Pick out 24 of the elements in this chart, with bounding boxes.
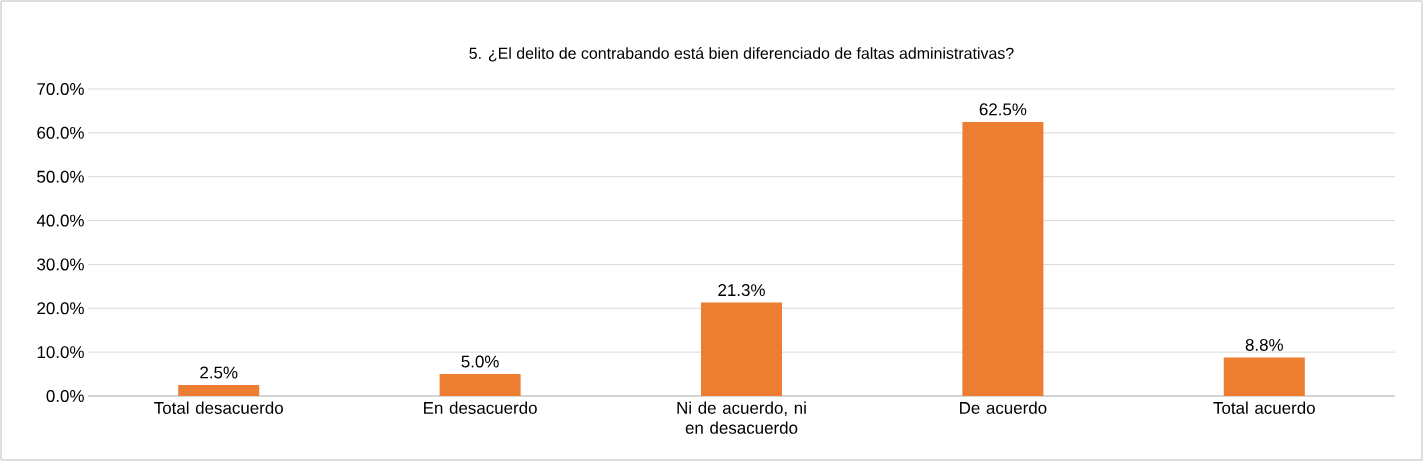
bar [962,121,1044,396]
bar [178,385,260,396]
y-tick-label: 60.0% [37,126,84,139]
y-tick-label: 70.0% [37,82,84,95]
bar [700,302,783,396]
data-label: 2.5% [200,366,238,379]
bar [1223,357,1305,396]
y-tick-label: 40.0% [36,214,84,227]
data-label: 21.3% [718,284,765,297]
y-tick-label: 50.0% [37,170,84,183]
data-label: 62.5% [979,103,1027,116]
y-tick-label: 10.0% [37,346,84,359]
bar [439,374,521,396]
x-tick-label: Total acuerdo [1213,401,1315,414]
data-label: 8.8% [1245,338,1283,351]
x-tick-label: De acuerdo [960,401,1047,414]
y-tick-label: 20.0% [37,302,84,315]
x-tick-label: Ni de acuerdo, ni en desacuerdo [677,401,806,434]
data-label: 5.0% [461,355,499,368]
x-tick-label: En desacuerdo [424,401,537,414]
x-tick-label: Total desacuerdo [154,401,283,414]
chart-title: 5. ¿El delito de contrabando está bien diferenciado de faltas administrativas? [469,47,1014,62]
y-tick-label: 30.0% [37,258,84,271]
y-tick-label: 0.0% [46,389,84,402]
